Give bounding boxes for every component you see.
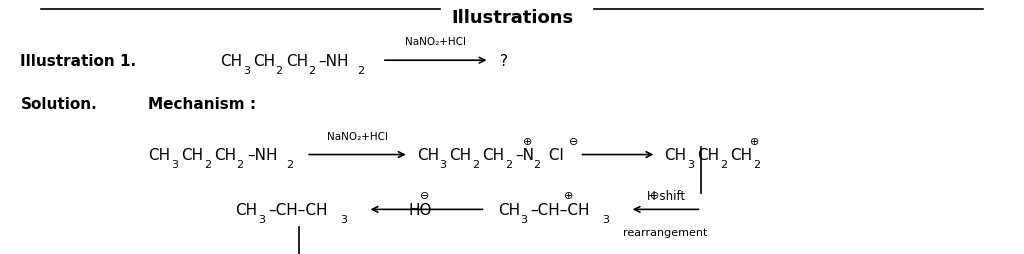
Text: CH: CH: [450, 148, 472, 162]
Text: 3: 3: [520, 214, 527, 224]
Text: CH: CH: [730, 148, 753, 162]
Text: 2: 2: [204, 160, 211, 170]
Text: CH: CH: [286, 54, 308, 68]
Text: ⊕: ⊕: [564, 190, 573, 201]
Text: 2: 2: [505, 160, 512, 170]
Text: NaNO₂+HCl: NaNO₂+HCl: [327, 131, 388, 141]
Text: ⊕: ⊕: [523, 136, 532, 146]
Text: rearrangement: rearrangement: [624, 227, 708, 237]
Text: 3: 3: [258, 214, 265, 224]
Text: 2: 2: [357, 66, 365, 76]
Text: 3: 3: [602, 214, 609, 224]
Text: 3: 3: [340, 214, 347, 224]
Text: CH: CH: [214, 148, 237, 162]
Text: ⊖: ⊖: [421, 190, 430, 201]
Text: CH: CH: [220, 54, 243, 68]
Text: NaNO₂+HCl: NaNO₂+HCl: [406, 37, 466, 47]
Text: Solution.: Solution.: [20, 97, 97, 112]
Text: 3: 3: [687, 160, 694, 170]
Text: CH: CH: [665, 148, 687, 162]
Text: –CH–CH: –CH–CH: [268, 202, 328, 217]
Text: ?: ?: [500, 54, 508, 68]
Text: H shift: H shift: [646, 189, 685, 202]
Text: CH: CH: [148, 148, 171, 162]
Text: –N: –N: [515, 148, 535, 162]
Text: 2: 2: [286, 160, 293, 170]
Text: Illustrations: Illustrations: [451, 9, 573, 27]
Text: 2: 2: [308, 66, 315, 76]
Text: 3: 3: [243, 66, 250, 76]
Text: Cl: Cl: [544, 148, 563, 162]
Text: 2: 2: [472, 160, 479, 170]
Text: Mechanism :: Mechanism :: [148, 97, 257, 112]
Text: CH: CH: [236, 202, 258, 217]
Text: 2: 2: [534, 160, 541, 170]
Text: CH: CH: [181, 148, 204, 162]
Text: ⊕: ⊕: [750, 136, 759, 146]
Text: 3: 3: [439, 160, 446, 170]
Text: 2: 2: [753, 160, 760, 170]
Text: CH: CH: [498, 202, 520, 217]
Text: CH: CH: [253, 54, 275, 68]
Text: Illustration 1.: Illustration 1.: [20, 54, 136, 68]
Text: 3: 3: [171, 160, 178, 170]
Text: CH: CH: [482, 148, 505, 162]
Text: 2: 2: [720, 160, 727, 170]
Text: CH: CH: [417, 148, 439, 162]
Text: –CH–CH: –CH–CH: [530, 202, 590, 217]
Text: 2: 2: [237, 160, 244, 170]
Text: CH: CH: [697, 148, 720, 162]
Text: –NH: –NH: [318, 54, 349, 68]
Text: HO: HO: [408, 202, 431, 217]
Text: 2: 2: [275, 66, 283, 76]
Text: –NH: –NH: [247, 148, 278, 162]
Text: ⊖: ⊖: [650, 190, 659, 201]
Text: ⊖: ⊖: [569, 136, 579, 146]
